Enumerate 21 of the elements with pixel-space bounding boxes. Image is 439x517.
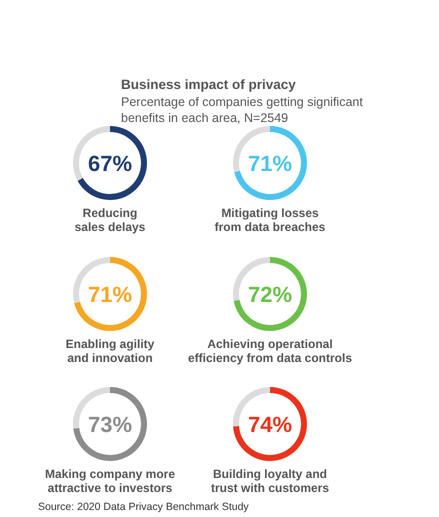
- data-label: 74%: [248, 412, 292, 437]
- slice-label: Building loyalty and trust with customers: [210, 467, 330, 495]
- donut-slice: [234, 257, 307, 331]
- text: Percentage of companies getting significant benefits in each area, N=2549: [121, 95, 364, 125]
- data-label: 71%: [88, 282, 132, 307]
- data-label: 71%: [248, 151, 292, 176]
- data-label: 67%: [88, 151, 132, 176]
- source-note: Source: 2020 Data Privacy Benchmark Study: [38, 501, 250, 513]
- donut-slice: [73, 387, 147, 461]
- donut-slice: [74, 257, 147, 331]
- text: Business impact of privacy: [121, 77, 296, 92]
- slice-label: Mitigating losses from data breaches: [214, 206, 326, 234]
- slice-label: Reducing sales delays: [74, 206, 146, 234]
- slice-label: Achieving operational efficiency from data controls: [188, 337, 352, 365]
- donut-slice: [233, 387, 307, 461]
- data-label: 72%: [248, 282, 292, 307]
- slice-label: Enabling agility and innovation: [66, 337, 155, 365]
- slice-label: Making company more attractive to investors: [44, 467, 176, 495]
- donut-slice: [234, 126, 307, 200]
- donut-slice: [78, 126, 147, 200]
- data-label: 73%: [88, 412, 132, 437]
